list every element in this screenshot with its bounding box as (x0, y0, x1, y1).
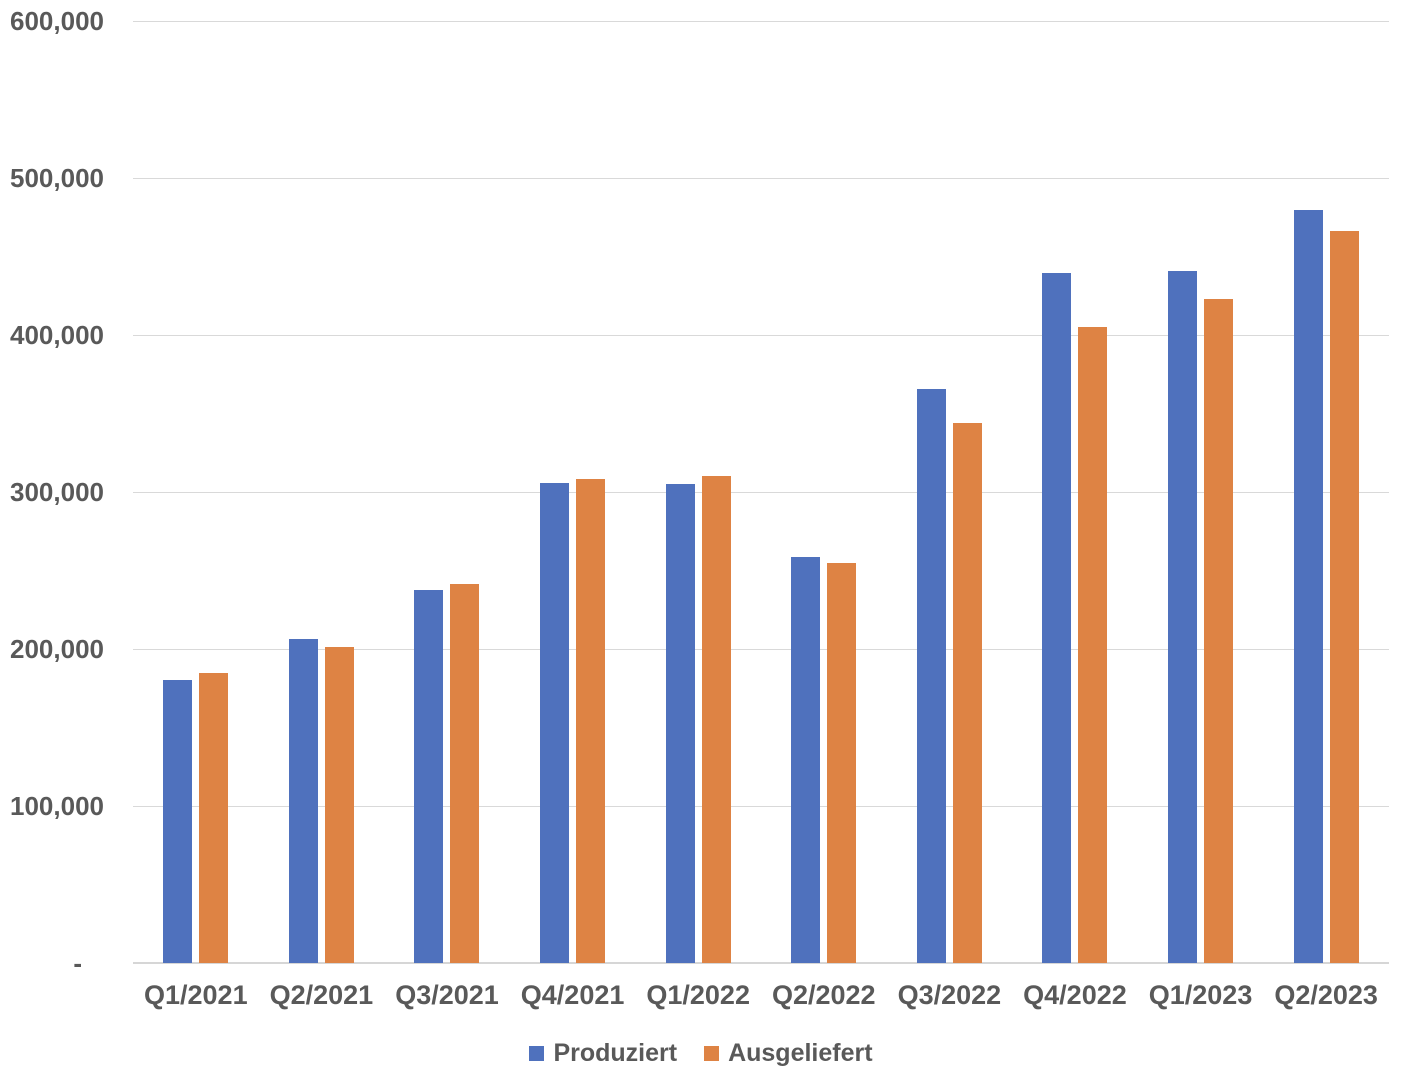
x-axis-line (133, 962, 1389, 964)
legend: Produziert Ausgeliefert (0, 1038, 1402, 1068)
bar-group-Q3/2021 (384, 21, 510, 963)
bar-ausgeliefert-Q2/2022 (827, 563, 857, 963)
y-tick-label-500,000: 500,000 (10, 163, 104, 193)
x-axis-labels: Q1/2021 Q2/2021 Q3/2021 Q4/2021 Q1/2022 Q2/20… (133, 978, 1389, 1012)
bar-ausgeliefert-Q3/2022 (952, 423, 982, 963)
x-tick-label-Q3/2022: Q3/2022 (897, 980, 1002, 1010)
bar-groups (133, 21, 1389, 963)
legend-swatch-ausgeliefert (704, 1045, 720, 1061)
bar-ausgeliefert-Q1/2022 (701, 476, 731, 963)
x-tick-label-Q2/2021: Q2/2021 (269, 980, 374, 1010)
legend-item-produziert: Produziert (529, 1038, 677, 1068)
bar-produziert-Q4/2022 (1042, 272, 1072, 963)
gridline-300,000 (133, 492, 1389, 493)
y-tick-label-300,000: 300,000 (10, 477, 104, 507)
bar-produziert-Q3/2022 (916, 388, 946, 963)
gridline-500,000 (133, 178, 1389, 179)
x-tick-label-Q4/2021: Q4/2021 (520, 980, 625, 1010)
bar-group-Q3/2022 (887, 21, 1013, 963)
x-tick-label-Q1/2022: Q1/2022 (646, 980, 750, 1010)
bar-produziert-Q2/2021 (288, 638, 318, 963)
x-tick-label-Q3/2021: Q3/2021 (395, 980, 499, 1010)
bar-produziert-Q1/2022 (665, 483, 695, 963)
legend-swatch-produziert (529, 1045, 545, 1061)
plot-area (133, 21, 1389, 964)
x-tick-label-Q2/2022: Q2/2022 (771, 980, 876, 1010)
bar-produziert-Q4/2021 (540, 482, 570, 963)
bar-ausgeliefert-Q3/2021 (450, 584, 480, 963)
bar-ausgeliefert-Q2/2021 (324, 647, 354, 963)
gridline-600,000 (133, 21, 1389, 22)
y-tick-label-600,000: 600,000 (10, 6, 104, 36)
gridline-200,000 (133, 649, 1389, 650)
gridline-400,000 (133, 335, 1389, 336)
legend-label-ausgeliefert: Ausgeliefert (728, 1039, 873, 1067)
bar-group-Q4/2022 (1012, 21, 1138, 963)
bar-produziert-Q3/2021 (414, 589, 444, 963)
x-tick-label-Q2/2023: Q2/2023 (1274, 980, 1378, 1010)
bar-produziert-Q1/2021 (163, 679, 193, 963)
x-tick-label-Q4/2022: Q4/2022 (1023, 980, 1127, 1010)
y-tick-label-400,000: 400,000 (10, 320, 104, 350)
bar-group-Q2/2021 (259, 21, 385, 963)
bar-group-Q4/2021 (510, 21, 636, 963)
legend-label-produziert: Produziert (553, 1039, 678, 1067)
bar-group-Q2/2022 (761, 21, 887, 963)
bar-ausgeliefert-Q1/2021 (199, 672, 229, 963)
bar-group-Q1/2021 (133, 21, 259, 963)
gridline-100,000 (133, 806, 1389, 807)
y-tick-label-200,000: 200,000 (10, 634, 104, 664)
bar-ausgeliefert-Q4/2022 (1078, 326, 1108, 963)
bar-produziert-Q2/2023 (1293, 209, 1323, 963)
bar-produziert-Q1/2023 (1168, 270, 1198, 963)
bar-group-Q1/2023 (1138, 21, 1264, 963)
bar-produziert-Q2/2022 (791, 557, 821, 963)
bar-ausgeliefert-Q4/2021 (576, 478, 606, 963)
bar-group-Q1/2022 (635, 21, 761, 963)
x-tick-label-Q1/2023: Q1/2023 (1148, 980, 1253, 1010)
bar-ausgeliefert-Q2/2023 (1329, 231, 1359, 963)
bar-ausgeliefert-Q1/2023 (1204, 299, 1234, 963)
x-tick-label-Q1/2021: Q1/2021 (144, 980, 248, 1010)
y-tick-label--: - (73, 948, 82, 978)
legend-item-ausgeliefert: Ausgeliefert (704, 1038, 873, 1068)
bar-group-Q2/2023 (1263, 21, 1389, 963)
y-tick-label-100,000: 100,000 (10, 791, 104, 821)
